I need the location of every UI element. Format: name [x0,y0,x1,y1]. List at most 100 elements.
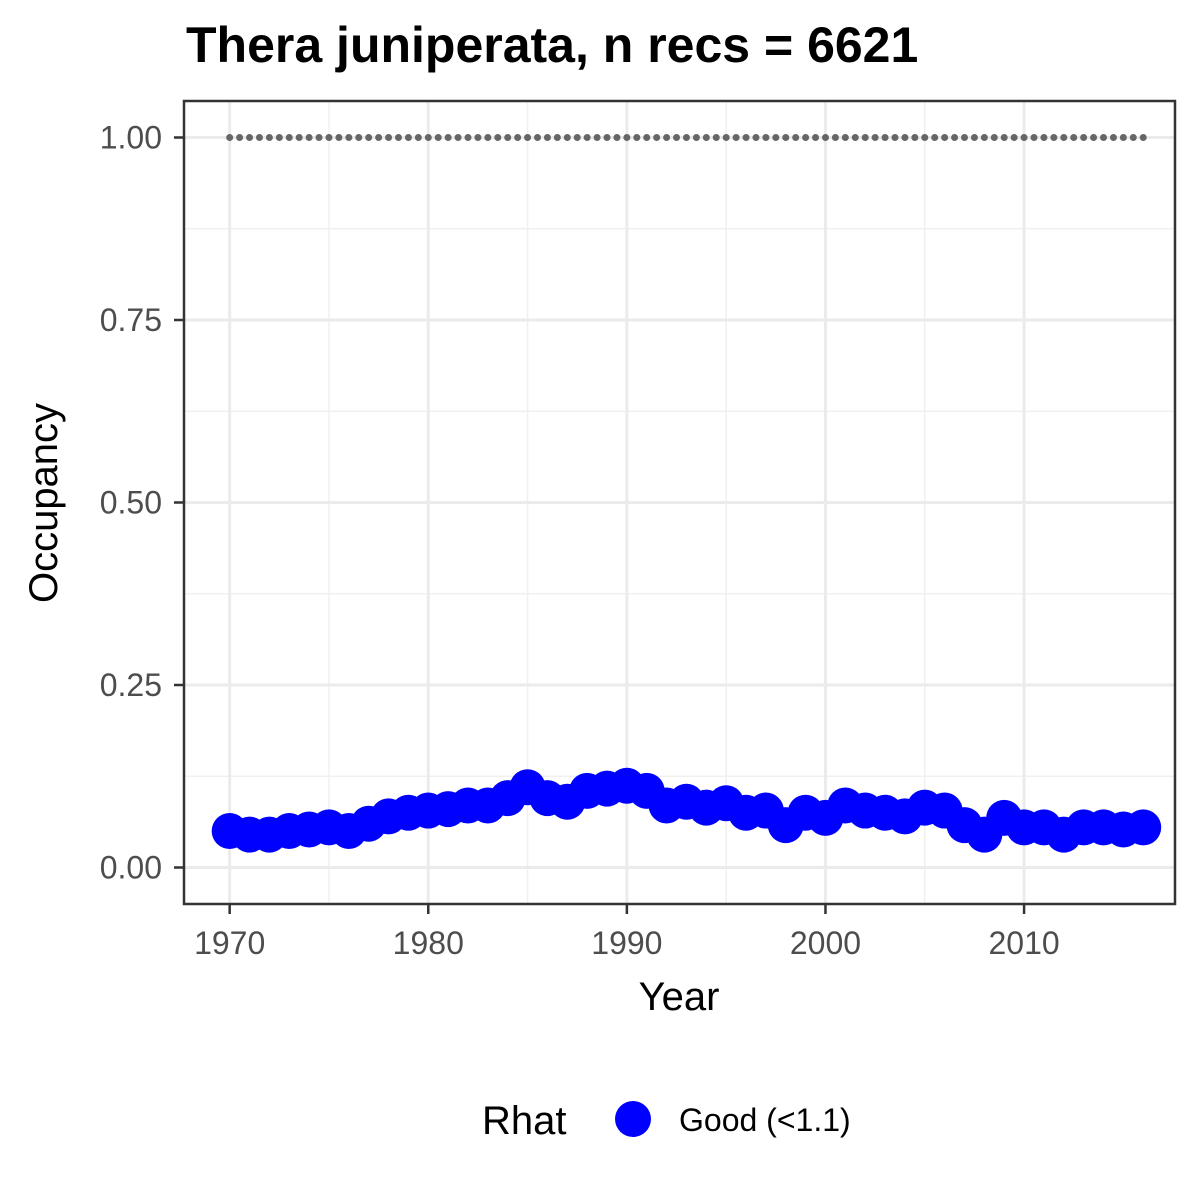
upper-bound-dot [246,134,254,141]
plot-area: 1970 1980 1990 2000 2010 0.00 0.25 0.50 0.75 1.00 [100,99,1177,961]
upper-bound-dot [752,134,760,141]
x-tick-label: 2010 [988,925,1059,961]
upper-bound-dot [315,134,323,141]
upper-bound-dot [851,134,859,141]
upper-bound-dot [444,134,452,141]
x-tick-label: 1980 [393,925,464,961]
upper-bound-dot [534,134,542,141]
y-tick-label: 0.50 [100,485,162,521]
upper-bound-dot [861,134,869,141]
upper-bound-dot [553,134,561,141]
legend: Rhat Good (<1.1) [482,1099,851,1143]
upper-bound-dot [1100,134,1108,141]
upper-bound-dot [673,134,681,141]
upper-bound-dot [514,134,522,141]
upper-bound-dot [1060,134,1068,141]
upper-bound-dot [821,134,829,141]
upper-bound-dot [990,134,998,141]
upper-bound-dot [464,134,472,141]
upper-bound-dot [692,134,700,141]
upper-bound-dot [494,134,502,141]
upper-bound-dot [355,134,363,141]
upper-bound-dot [613,134,621,141]
occupancy-point [1125,809,1162,846]
upper-bound-dot [1000,134,1008,141]
upper-bound-dot [831,134,839,141]
upper-bound-dot [325,134,333,141]
upper-bound-dot [365,134,373,141]
upper-bound-dot [583,134,591,141]
upper-bound-dot [474,134,482,141]
upper-bound-dot [921,134,929,141]
upper-bound-dot [960,134,968,141]
upper-bound-dot [593,134,601,141]
upper-bound-dot [1109,134,1117,141]
upper-bound-dot [236,134,244,141]
upper-bound-dot [633,134,641,141]
upper-bound-dot [643,134,651,141]
upper-bound-dot [1070,134,1078,141]
y-tick-label: 0.00 [100,850,162,886]
upper-bound-dot [345,134,353,141]
upper-bound-dot [792,134,800,141]
upper-bound-dot [524,134,532,141]
upper-bound-dot [424,134,432,141]
upper-bound-dot [454,134,462,141]
upper-bound-dot [265,134,273,141]
upper-bound-dot [712,134,720,141]
x-axis-title: Year [639,975,720,1019]
upper-bound-dot [732,134,740,141]
upper-bound-dot [970,134,978,141]
upper-bound-dot [980,134,988,141]
upper-bound-dot [1119,134,1127,141]
upper-bound-dot [1080,134,1088,141]
chart-title: Thera juniperata, n recs = 6621 [186,17,918,73]
upper-bound-dot [663,134,671,141]
upper-bound-dot [762,134,770,141]
upper-bound-dot [573,134,581,141]
upper-bound-dot [682,134,690,141]
y-tick-label: 0.25 [100,667,162,703]
upper-bound-dot [1090,134,1098,141]
upper-bound-dot [385,134,393,141]
upper-bound-dot [653,134,661,141]
upper-bound-dot [1040,134,1048,141]
upper-bound-dot [375,134,383,141]
legend-marker-good [615,1101,651,1137]
upper-bound-dot [951,134,959,141]
upper-bound-dot [1010,134,1018,141]
upper-bound-dot [404,134,412,141]
upper-bound-dot [434,134,442,141]
upper-bound-dot [901,134,909,141]
upper-bound-dot [226,134,234,141]
upper-bound-dot [1050,134,1058,141]
upper-bound-dot [504,134,512,141]
upper-bound-dot [812,134,820,141]
x-tick-label: 1990 [591,925,662,961]
upper-bound-dot [543,134,551,141]
upper-bound-dot [782,134,790,141]
upper-bound-dot [603,134,611,141]
upper-bound-dot [1139,134,1147,141]
upper-bound-dot [911,134,919,141]
legend-label-good: Good (<1.1) [679,1102,851,1138]
upper-bound-dot [702,134,710,141]
upper-bound-dot [1020,134,1028,141]
upper-bound-dot [484,134,492,141]
upper-bound-dot [802,134,810,141]
upper-bound-dot [414,134,422,141]
upper-bound-dot [941,134,949,141]
upper-bound-dot [335,134,343,141]
x-tick-label: 1970 [194,925,265,961]
upper-bound-dot [871,134,879,141]
y-axis-title: Occupancy [22,403,66,603]
upper-bound-dot [394,134,402,141]
upper-bound-dot [1129,134,1137,141]
upper-bound-dot [285,134,293,141]
upper-bound-dot [623,134,631,141]
legend-title: Rhat [482,1099,567,1143]
upper-bound-dot [275,134,283,141]
upper-bound-dot [891,134,899,141]
upper-bound-dot [563,134,571,141]
